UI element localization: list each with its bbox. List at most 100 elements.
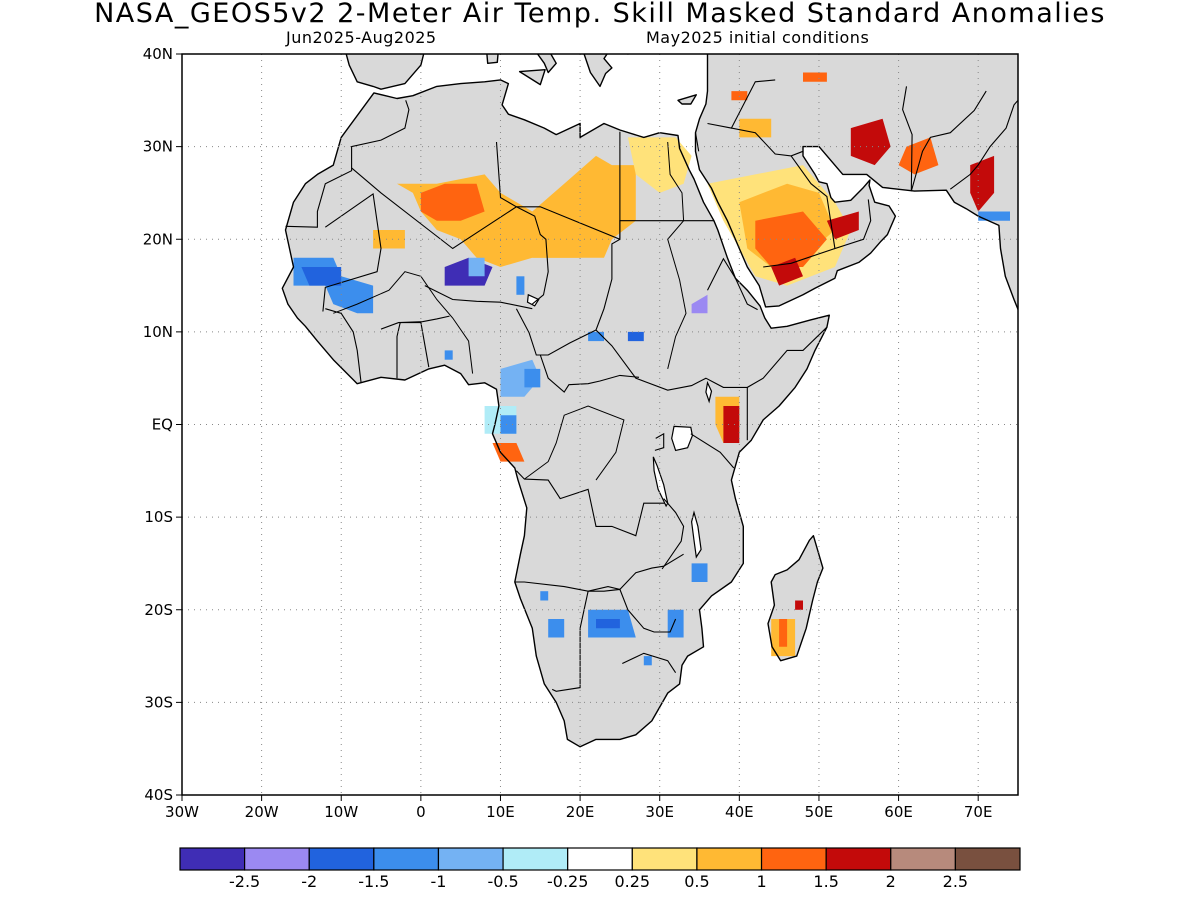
lat-tick-label: 10N xyxy=(143,323,173,341)
country-border xyxy=(707,79,776,129)
landmass-arabia-asia xyxy=(627,54,1018,310)
colorbar-label: -2 xyxy=(301,872,317,891)
colorbar-swatch xyxy=(437,847,504,871)
country-border xyxy=(731,127,804,157)
anomaly-patch xyxy=(627,137,692,193)
colorbar-label: 0.25 xyxy=(614,872,650,891)
anomaly-patch xyxy=(667,609,684,638)
anomaly-patch xyxy=(803,72,827,82)
lake xyxy=(690,510,702,559)
anomaly-patch xyxy=(420,183,485,221)
landmass-balkans xyxy=(584,54,612,87)
country-border xyxy=(551,628,581,692)
country-border xyxy=(902,86,913,192)
lon-tick-label: 40E xyxy=(725,803,754,821)
anomaly-patch xyxy=(627,331,644,342)
colorbar-swatch xyxy=(760,847,827,871)
anomaly-patch xyxy=(500,415,517,434)
lon-tick-label: 20E xyxy=(566,803,595,821)
lat-tick-label: 40N xyxy=(143,45,173,63)
lon-tick-label: 0 xyxy=(416,803,426,821)
country-border xyxy=(515,308,597,356)
anomaly-patch xyxy=(826,211,859,240)
anomaly-patch xyxy=(850,118,891,166)
country-border xyxy=(495,141,549,305)
anomaly-patch xyxy=(723,406,740,443)
colorbar-label: 2 xyxy=(886,872,896,891)
anomaly-patch xyxy=(532,239,581,258)
country-border xyxy=(516,470,665,537)
country-border xyxy=(694,132,700,152)
anomaly-patch xyxy=(468,257,485,277)
colorbar-label: 1 xyxy=(756,872,766,891)
country-border xyxy=(622,652,677,674)
colorbar-label: 0.5 xyxy=(684,872,709,891)
anomaly-patch xyxy=(978,211,1010,221)
lon-tick-label: 30E xyxy=(645,803,674,821)
lat-tick-label: 40S xyxy=(144,786,173,804)
country-border xyxy=(661,498,685,570)
coastline xyxy=(767,535,824,662)
colorbar-swatch xyxy=(502,847,569,871)
coastline xyxy=(486,54,499,64)
colorbar-label: -2.5 xyxy=(229,872,260,891)
colorbar-label: 2.5 xyxy=(943,872,968,891)
lat-tick-label: 30N xyxy=(143,138,173,156)
country-border xyxy=(595,131,828,391)
colorbar-swatch xyxy=(373,847,440,871)
colorbar-swatch xyxy=(179,847,246,871)
coastline xyxy=(627,54,1018,312)
river xyxy=(667,141,687,370)
colorbar: -2.5 -2 -1.5 -1 -0.5 -0.25 0.25 0.5 1 1.5 2 2.5 xyxy=(179,847,1021,891)
country-border xyxy=(707,257,758,311)
lake xyxy=(671,425,694,452)
anomaly-patch xyxy=(643,656,652,666)
anomaly-patch xyxy=(548,619,565,638)
map-title: NASA_GEOS5v2 2-Meter Air Temp. Skill Mas… xyxy=(94,0,1106,29)
landmass-sicily xyxy=(519,69,546,85)
river xyxy=(524,405,625,481)
colorbar-swatch xyxy=(631,847,698,871)
coastline xyxy=(281,79,830,748)
coastline xyxy=(583,54,613,88)
lat-tick-label: 10S xyxy=(144,508,173,526)
lat-tick-label: 20N xyxy=(143,230,173,248)
country-border xyxy=(396,322,430,379)
anomaly-patch xyxy=(397,155,636,267)
country-border xyxy=(322,192,382,312)
anomaly-patch xyxy=(795,600,803,610)
country-border xyxy=(763,247,836,268)
colorbar-label: -1 xyxy=(430,872,446,891)
country-border xyxy=(949,99,1018,190)
anomaly-layer xyxy=(293,72,1010,666)
country-border xyxy=(910,90,987,192)
forecast-period-label: Jun2025-Aug2025 xyxy=(286,28,437,47)
lon-tick-label: 20W xyxy=(245,803,279,821)
gridlines xyxy=(182,54,1018,795)
colorbar-swatch xyxy=(825,847,892,871)
country-border xyxy=(514,553,684,592)
country-border xyxy=(690,433,735,469)
colorbar-label: -1.5 xyxy=(358,872,389,891)
anomaly-patch xyxy=(691,294,708,314)
anomaly-patch xyxy=(779,619,788,647)
colorbar-label: -0.25 xyxy=(547,872,588,891)
coastline xyxy=(677,94,697,105)
lat-tick-label: EQ xyxy=(152,416,173,434)
country-border xyxy=(539,354,640,393)
country-border xyxy=(380,315,450,330)
lon-tick-label: 60E xyxy=(884,803,913,821)
anomaly-patch xyxy=(373,230,405,249)
anomaly-patch xyxy=(691,563,708,582)
coastline xyxy=(345,54,425,90)
anomaly-patch xyxy=(970,155,995,212)
anomaly-patch xyxy=(731,91,748,101)
anomaly-patch xyxy=(516,276,525,295)
colorbar-swatch xyxy=(954,847,1021,871)
coastline xyxy=(536,54,557,74)
lake xyxy=(652,456,669,508)
lon-tick-label: 50E xyxy=(805,803,834,821)
lake xyxy=(526,293,540,307)
initial-conditions-label: May2025 initial conditions xyxy=(646,28,870,47)
